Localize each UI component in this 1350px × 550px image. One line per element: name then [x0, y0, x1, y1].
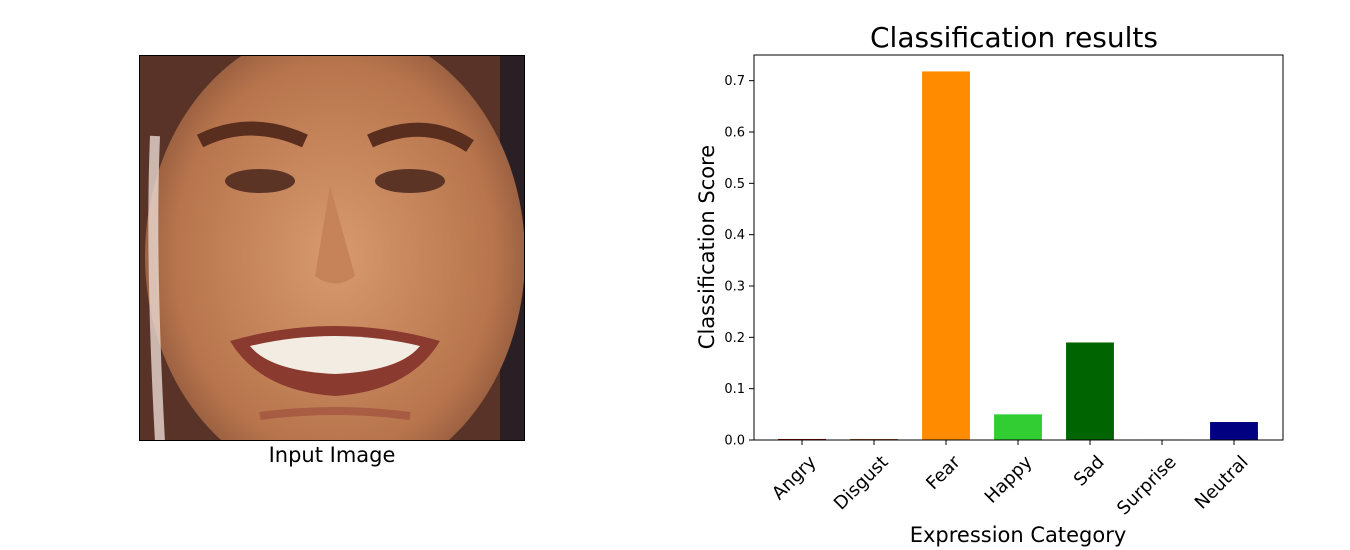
input-face-image: [139, 55, 525, 441]
x-tick-label-happy: Happy: [981, 451, 1037, 507]
bar-fear: [922, 71, 970, 440]
y-tick-label: 0.4: [724, 228, 745, 243]
y-tick-label: 0.2: [724, 331, 745, 346]
y-tick-label: 0.3: [724, 280, 745, 295]
x-axis-ticks: Angry Disgust Fear Happy Sad Surprise Neutral: [768, 440, 1253, 520]
plot-frame: [753, 54, 1284, 441]
x-tick-label-surprise: Surprise: [1113, 452, 1181, 520]
bar-disgust: [850, 438, 898, 440]
y-tick-label: 0.1: [724, 382, 745, 397]
x-tick-label-sad: Sad: [1070, 452, 1109, 491]
bar-angry: [778, 438, 826, 440]
x-tick-label-fear: Fear: [922, 451, 965, 494]
y-axis-label: Classification Score: [695, 145, 719, 349]
bar-sad: [1066, 342, 1114, 440]
x-tick-label-angry: Angry: [768, 451, 821, 504]
bar-neutral: [1210, 422, 1258, 440]
chart-title: Classification results: [870, 21, 1158, 54]
y-tick-label: 0.6: [724, 126, 745, 141]
y-tick-label: 0.5: [724, 177, 745, 192]
face-illustration: [140, 56, 524, 440]
x-axis-label: Expression Category: [910, 523, 1127, 547]
bar-happy: [994, 414, 1042, 440]
x-tick-label-disgust: Disgust: [830, 452, 893, 515]
y-tick-label: 0.0: [724, 434, 745, 449]
y-tick-label: 0.7: [724, 74, 745, 89]
y-axis-ticks: 0.0 0.1 0.2 0.3 0.4 0.5 0.6 0.7: [724, 74, 754, 449]
input-image-caption: Input Image: [268, 443, 396, 467]
x-tick-label-neutral: Neutral: [1191, 452, 1253, 514]
bars: [778, 71, 1258, 441]
